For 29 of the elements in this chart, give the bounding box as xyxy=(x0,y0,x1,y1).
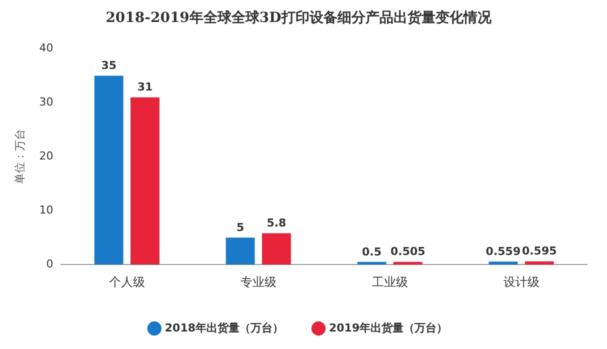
y-tick-label: 10 xyxy=(39,204,54,217)
y-tick-label: 40 xyxy=(39,42,54,55)
data-label: 35 xyxy=(101,59,117,72)
data-label: 0.505 xyxy=(390,245,426,258)
data-label: 5.8 xyxy=(266,216,286,230)
y-tick-label: 20 xyxy=(39,150,54,163)
bar xyxy=(357,262,386,265)
data-label: 0.559 xyxy=(486,244,521,258)
bar xyxy=(393,262,422,265)
x-tick-label: 专业级 xyxy=(240,274,276,289)
chart-title: 2018-2019年全球全球3D打印设备细分产品出货量变化情况 xyxy=(106,9,492,26)
bar xyxy=(488,262,518,265)
legend-label: 2019年出货量（万台） xyxy=(329,321,448,334)
bar xyxy=(524,261,554,265)
y-axis-title: 单位：万台 xyxy=(13,129,26,184)
bar xyxy=(94,76,124,265)
data-label: 0.5 xyxy=(362,245,382,258)
y-tick-label: 0 xyxy=(46,257,54,270)
bar xyxy=(262,233,291,265)
data-label: 0.595 xyxy=(522,244,557,258)
x-tick-label: 设计级 xyxy=(503,274,540,289)
y-tick-label: 30 xyxy=(39,96,54,109)
data-label: 5 xyxy=(236,220,244,234)
x-tick-label: 工业级 xyxy=(372,274,408,289)
bar xyxy=(226,238,255,265)
data-label: 31 xyxy=(137,80,153,94)
x-tick-label: 个人级 xyxy=(108,274,145,289)
legend-label: 2018年出货量（万台） xyxy=(164,321,284,334)
bar xyxy=(130,97,160,265)
